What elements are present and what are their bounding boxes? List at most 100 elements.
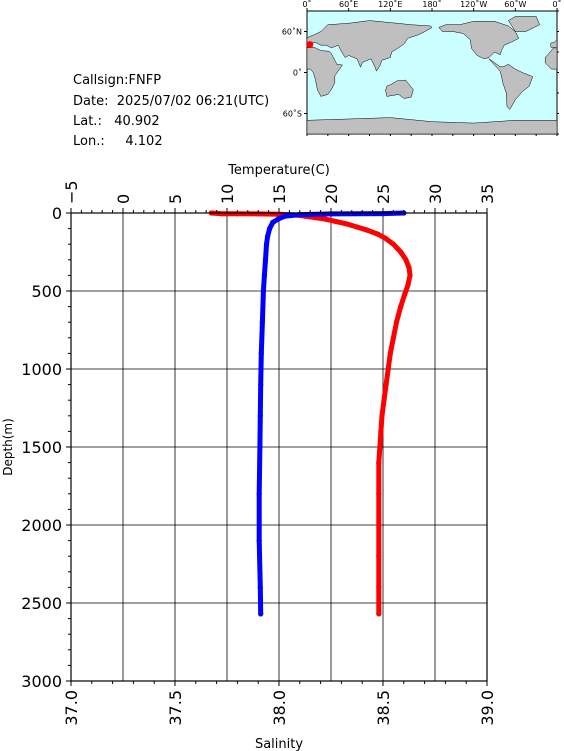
map-longitude-label: 0˚ [552,0,561,9]
axis-ticks [66,208,488,686]
temperature-point [376,553,382,559]
date-text: Date: 2025/07/02 06:21(UTC) [73,94,270,109]
temperature-axis-label: Temperature(C) [227,163,330,178]
depth-tick-label: 3000 [21,672,62,691]
land-shape [550,37,558,49]
salinity-point [257,584,263,591]
series-layer [208,210,413,617]
temperature-point [375,231,381,237]
map-longitude-label: 120˚W [460,0,487,9]
map-latitude-label: 0˚ [293,68,302,78]
temperature-tick-labels: −5 0 5 10 15 20 25 30 35 [62,180,497,204]
temperature-point [387,350,393,356]
land-shape [488,58,534,110]
temperature-tick-label: 35 [478,184,497,204]
salinity-tick-labels: 37.0 37.5 38.0 38.5 39.0 [62,690,497,726]
land-shape [385,79,414,99]
salinity-point [265,233,271,239]
temperature-point [398,249,404,255]
salinity-profile-line [256,210,407,617]
temperature-point [219,211,225,217]
callsign-text: Callsign:FNFP [73,73,162,88]
land-shape [508,16,540,32]
map-longitude-label: 120˚E [378,0,402,9]
temperature-point [354,224,360,230]
depth-axis-label: Depth(m) [1,418,15,476]
world-map: 0˚ 60˚E 120˚E 180˚ 120˚W 60˚W 0˚ 60˚N 0˚ 60˚S [282,0,562,136]
depth-tick-label: 1000 [21,360,62,379]
temperature-point [385,366,391,372]
map-ticks [304,8,559,136]
temperature-point [376,460,382,466]
depth-tick-labels: 0 500 1000 1500 2000 2500 3000 [21,204,62,691]
salinity-tick-label: 37.5 [166,690,185,726]
depth-tick-label: 2000 [21,516,62,535]
map-longitude-labels: 0˚ 60˚E 120˚E 180˚ 120˚W 60˚W 0˚ [302,0,561,9]
temperature-point [405,282,411,288]
temperature-tick-label: 0 [114,194,133,204]
salinity-point [276,215,282,222]
temperature-point [344,221,350,227]
salinity-point [258,382,264,388]
temperature-point [383,382,389,388]
salinity-point [263,241,270,247]
salinity-tick-label: 37.0 [62,690,81,726]
temperature-point [403,257,409,263]
map-latitude-label: 60˚S [283,109,302,119]
temperature-point [376,491,382,497]
salinity-point [261,272,267,278]
depth-tick-label: 0 [52,204,62,223]
temperature-tick-label: 25 [374,184,393,204]
depth-tick-label: 1500 [21,438,62,457]
temperature-point [378,428,384,434]
temperature-point [407,272,413,278]
land-shape [306,20,433,72]
temperature-point [398,304,404,310]
depth-tick-label: 2500 [21,594,62,613]
temperature-point [333,219,339,225]
temperature-point [393,319,400,325]
salinity-point [259,319,265,325]
latitude-text: Lat.: 40.902 [73,114,160,129]
salinity-tick-label: 39.0 [478,690,497,726]
land-shape [438,21,520,60]
temperature-tick-label: 5 [166,194,185,204]
temperature-point [383,236,389,242]
salinity-tick-label: 38.0 [270,690,289,726]
salinity-point [282,213,288,219]
salinity-point [257,444,263,450]
temperature-point [379,413,385,419]
temperature-point [381,397,387,403]
temperature-point [376,611,382,617]
salinity-point [262,257,269,263]
temperature-point [402,291,408,297]
station-marker [306,41,314,49]
temperature-point [406,265,412,271]
salinity-point [256,491,262,497]
temperature-point [390,241,396,247]
map-land [306,16,558,135]
salinity-point [256,538,262,544]
salinity-tick-label: 38.5 [374,690,393,726]
temperature-point [376,584,382,591]
salinity-point [270,219,276,225]
land-shape [306,46,343,97]
salinity-point [260,288,266,294]
map-longitude-label: 0˚ [302,0,311,9]
longitude-text: Lon.: 4.102 [73,134,163,149]
temperature-tick-label: 30 [426,184,445,204]
map-latitude-label: 60˚N [282,27,302,37]
depth-tick-label: 500 [31,282,62,301]
temperature-tick-label: 10 [218,184,237,204]
temperature-tick-label: 15 [270,184,289,204]
temperature-tick-label: −5 [62,180,81,204]
temperature-point [390,335,396,341]
salinity-axis-label: Salinity [255,737,303,751]
temperature-point [364,227,370,233]
temperature-point [376,522,382,528]
salinity-point [258,350,264,356]
temperature-point [377,444,383,450]
salinity-point [257,413,263,419]
salinity-point [267,226,273,232]
